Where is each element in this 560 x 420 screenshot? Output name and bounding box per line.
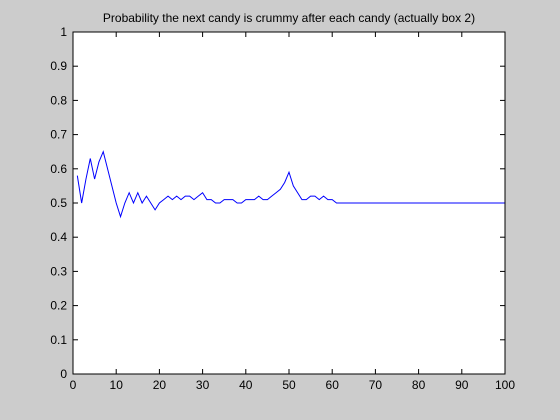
y-tick-label: 0.8 bbox=[50, 93, 67, 107]
x-tick-label: 80 bbox=[412, 378, 426, 392]
x-tick-label: 60 bbox=[326, 378, 340, 392]
y-tick-label: 0.5 bbox=[50, 196, 67, 210]
x-tick-label: 20 bbox=[153, 378, 167, 392]
y-tick-label: 0 bbox=[60, 367, 67, 381]
x-tick-label: 10 bbox=[110, 378, 124, 392]
y-tick-label: 0.4 bbox=[50, 230, 67, 244]
chart-title: Probability the next candy is crummy aft… bbox=[103, 11, 475, 25]
x-tick-label: 30 bbox=[196, 378, 210, 392]
y-tick-label: 0.1 bbox=[50, 333, 67, 347]
x-tick-label: 90 bbox=[455, 378, 469, 392]
y-tick-label: 0.9 bbox=[50, 59, 67, 73]
y-tick-label: 0.3 bbox=[50, 264, 67, 278]
y-tick-label: 1 bbox=[60, 25, 67, 39]
y-tick-label: 0.2 bbox=[50, 299, 67, 313]
x-tick-label: 100 bbox=[495, 378, 515, 392]
series-line bbox=[76, 150, 505, 219]
x-tick-label: 40 bbox=[239, 378, 253, 392]
x-tick-label: 70 bbox=[369, 378, 383, 392]
x-tick-label: 50 bbox=[282, 378, 296, 392]
x-tick-label: 0 bbox=[70, 378, 77, 392]
plot-frame bbox=[72, 31, 506, 375]
y-tick-label: 0.6 bbox=[50, 162, 67, 176]
y-tick-label: 0.7 bbox=[50, 128, 67, 142]
